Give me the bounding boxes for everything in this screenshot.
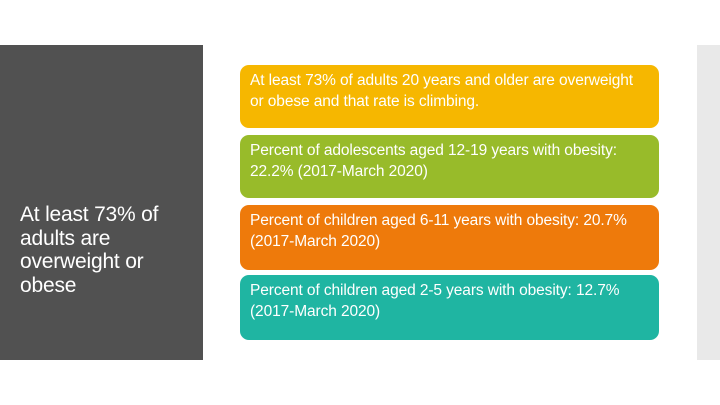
stat-box-adults-text: At least 73% of adults 20 years and olde…: [250, 72, 633, 110]
stat-box-children-2-5: Percent of children aged 2-5 years with …: [240, 275, 659, 340]
stat-box-children-6-11-text: Percent of children aged 6-11 years with…: [250, 212, 627, 250]
stat-box-adults: At least 73% of adults 20 years and olde…: [240, 65, 659, 128]
stat-box-children-2-5-text: Percent of children aged 2-5 years with …: [250, 282, 620, 320]
right-edge-strip: [697, 45, 720, 360]
stat-box-children-6-11: Percent of children aged 6-11 years with…: [240, 205, 659, 270]
title-panel: At least 73% of adults are overweight or…: [0, 45, 203, 360]
slide-title: At least 73% of adults are overweight or…: [20, 203, 159, 297]
stat-box-adolescents: Percent of adolescents aged 12-19 years …: [240, 135, 659, 198]
stat-box-adolescents-text: Percent of adolescents aged 12-19 years …: [250, 142, 617, 180]
